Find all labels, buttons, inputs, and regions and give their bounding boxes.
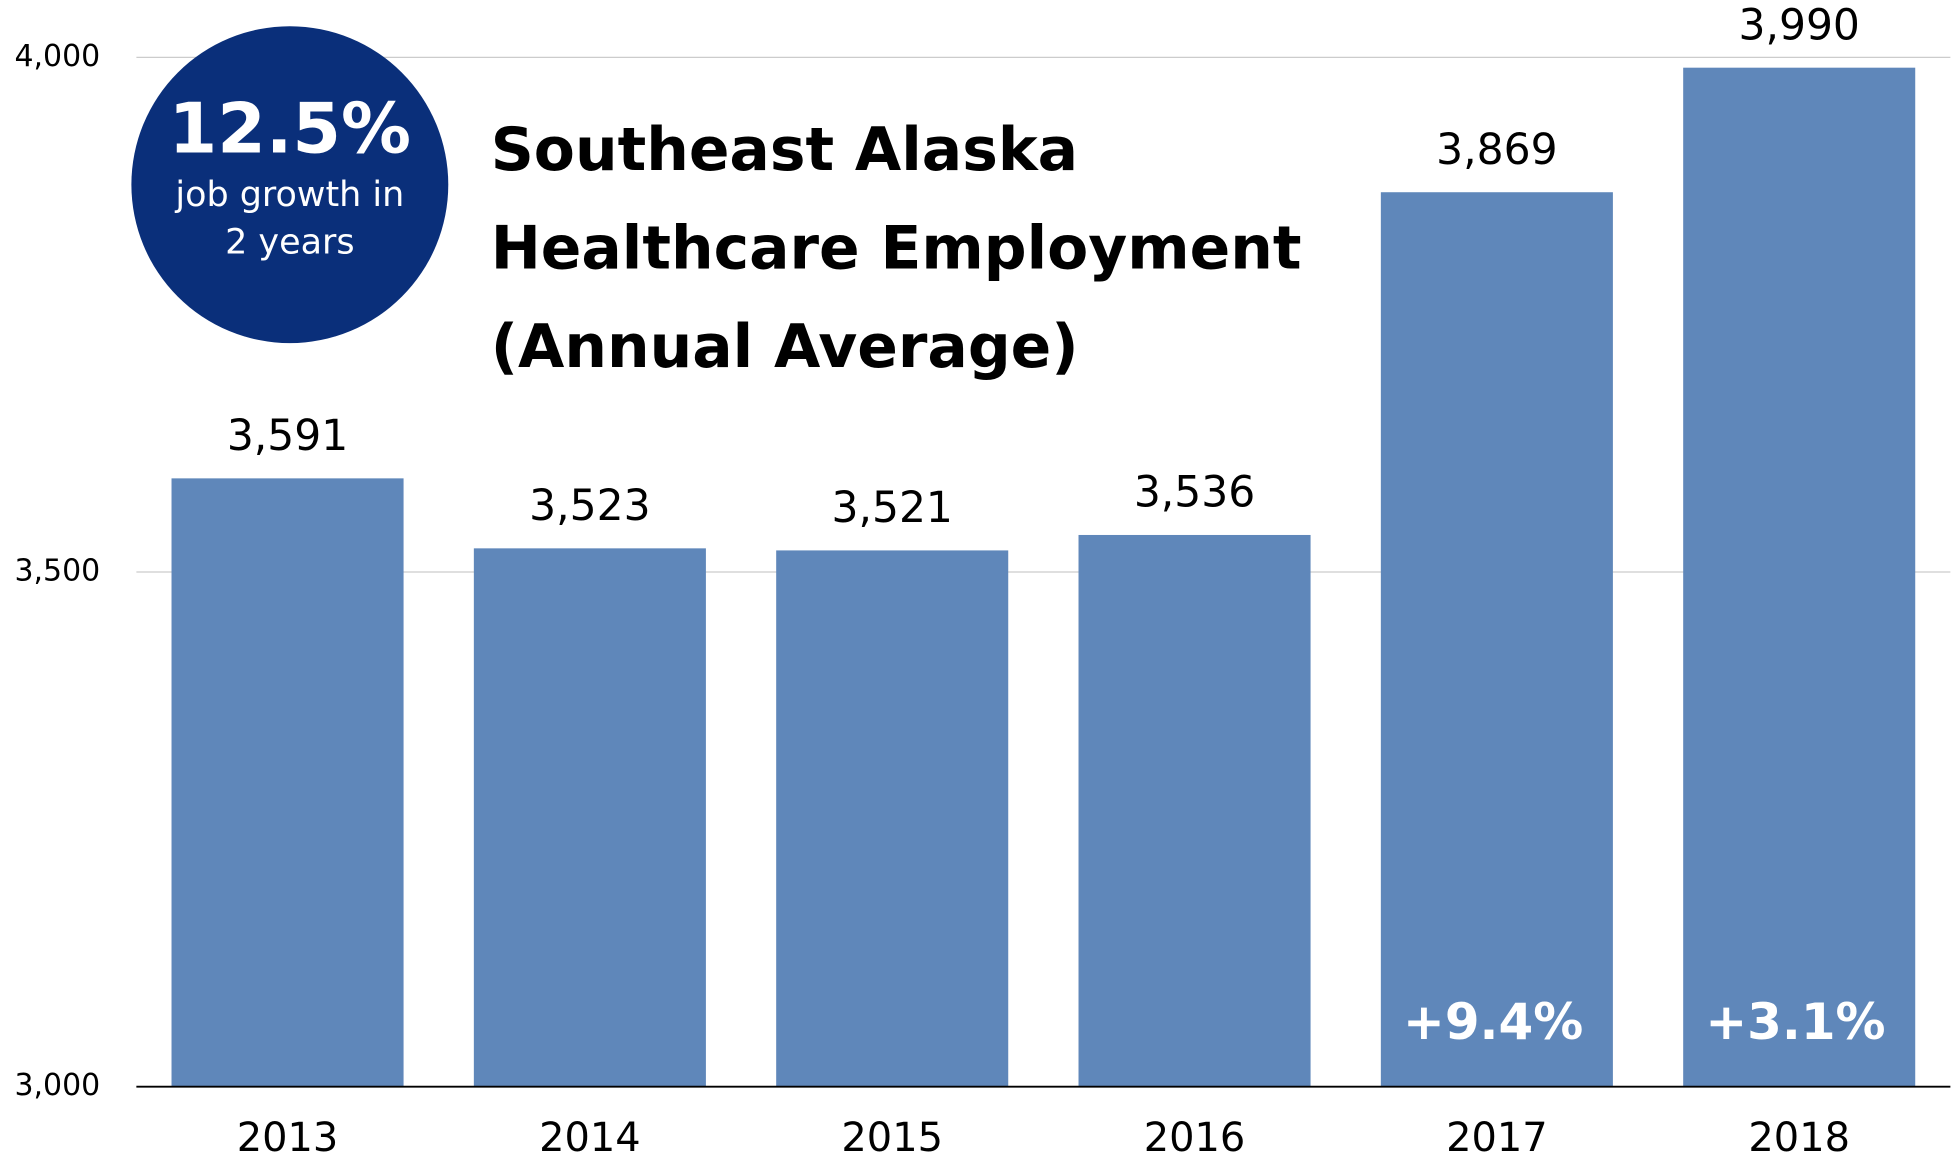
bar	[473, 548, 706, 1087]
callout-circle	[131, 26, 449, 344]
x-tick-label: 2013	[237, 1115, 339, 1161]
y-tick-label: 3,500	[14, 554, 100, 589]
y-tick-label: 4,000	[14, 39, 100, 74]
x-tick-label: 2014	[539, 1115, 641, 1161]
x-tick-label: 2015	[841, 1115, 943, 1161]
bar	[1078, 534, 1311, 1087]
x-tick-label: 2018	[1748, 1115, 1850, 1161]
chart-title: Southeast Alaska	[491, 115, 1078, 185]
bar-note: +3.1%	[1705, 993, 1885, 1051]
bar	[1683, 67, 1916, 1087]
y-tick-label: 3,000	[14, 1068, 100, 1103]
bar	[171, 478, 404, 1087]
chart-title: Healthcare Employment	[491, 214, 1302, 284]
callout-text: job growth in	[174, 175, 404, 215]
bar	[776, 550, 1009, 1087]
bar-note: +9.4%	[1403, 993, 1583, 1051]
callout-text: 2 years	[225, 222, 354, 262]
x-tick-label: 2017	[1446, 1115, 1548, 1161]
value-label: 3,521	[832, 484, 953, 533]
value-label: 3,869	[1436, 126, 1557, 175]
bar	[1380, 192, 1613, 1087]
value-label: 3,990	[1739, 1, 1860, 50]
value-label: 3,523	[529, 482, 650, 531]
x-tick-label: 2016	[1144, 1115, 1246, 1161]
value-label: 3,591	[227, 412, 348, 461]
callout-headline: 12.5%	[169, 89, 411, 170]
chart-title: (Annual Average)	[491, 312, 1079, 382]
value-label: 3,536	[1134, 469, 1255, 518]
